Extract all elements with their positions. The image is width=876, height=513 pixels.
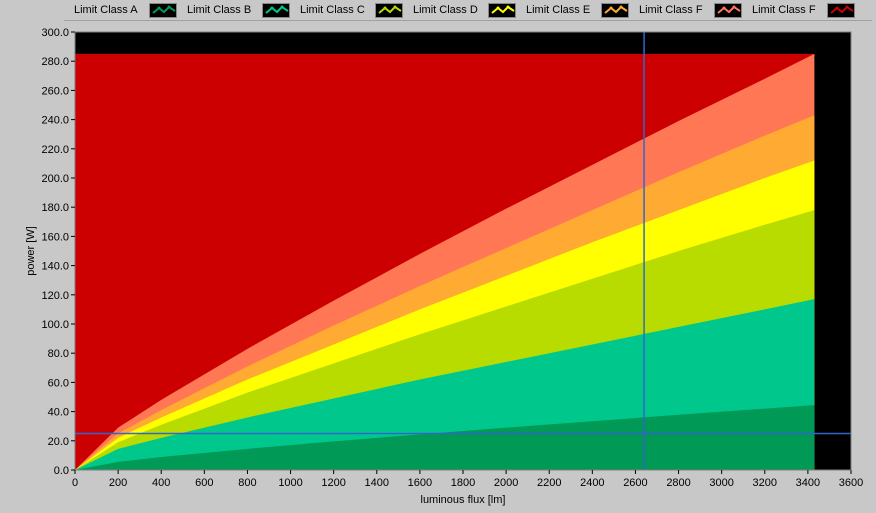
legend-swatch (148, 2, 177, 18)
legend-item: Limit Class E (516, 0, 629, 20)
legend-swatch (261, 2, 290, 18)
legend-label: Limit Class C (300, 4, 365, 16)
x-tick-label: 3200 (753, 477, 777, 489)
y-tick-label: 160.0 (41, 231, 69, 243)
y-tick-label: 60.0 (48, 377, 69, 389)
x-tick-label: 1200 (321, 477, 345, 489)
legend-label: Limit Class B (187, 4, 252, 16)
x-tick-label: 2400 (580, 477, 604, 489)
y-tick-label: 120.0 (41, 290, 69, 302)
y-tick-label: 220.0 (41, 144, 69, 156)
y-tick-label: 180.0 (41, 202, 69, 214)
legend-item: Limit Class C (290, 0, 403, 20)
y-tick-label: 100.0 (41, 319, 69, 331)
x-tick-label: 1600 (408, 477, 432, 489)
x-tick-label: 2800 (666, 477, 690, 489)
x-tick-label: 2000 (494, 477, 518, 489)
area-band-0 (75, 405, 815, 470)
x-tick-label: 400 (152, 477, 170, 489)
y-tick-label: 240.0 (41, 115, 69, 127)
legend: Limit Class A Limit Class B Limit Class C L… (64, 0, 872, 21)
legend-item: Limit Class B (177, 0, 290, 20)
legend-label: Limit Class A (74, 4, 138, 16)
legend-label: Limit Class F (752, 4, 816, 16)
legend-item: Limit Class F (629, 0, 742, 20)
x-tick-label: 3000 (709, 477, 733, 489)
x-tick-label: 800 (238, 477, 256, 489)
y-tick-label: 200.0 (41, 173, 69, 185)
x-tick-label: 3400 (796, 477, 820, 489)
legend-swatch (826, 2, 855, 18)
y-axis-title: power [W] (25, 226, 37, 276)
legend-swatch (600, 2, 629, 18)
x-tick-label: 1800 (451, 477, 475, 489)
x-tick-label: 3600 (839, 477, 863, 489)
legend-swatch (713, 2, 742, 18)
legend-swatch (374, 2, 403, 18)
legend-item: Limit Class F (742, 0, 855, 20)
y-tick-label: 280.0 (41, 56, 69, 68)
x-tick-label: 1400 (365, 477, 389, 489)
y-tick-label: 0.0 (54, 465, 69, 477)
x-tick-label: 0 (72, 477, 78, 489)
y-tick-label: 20.0 (48, 436, 69, 448)
legend-label: Limit Class D (413, 4, 478, 16)
y-tick-label: 80.0 (48, 348, 69, 360)
y-tick-label: 260.0 (41, 85, 69, 97)
y-tick-label: 140.0 (41, 261, 69, 273)
x-tick-label: 2600 (623, 477, 647, 489)
legend-item: Limit Class D (403, 0, 516, 20)
legend-label: Limit Class E (526, 4, 591, 16)
x-tick-label: 2200 (537, 477, 561, 489)
x-tick-label: 600 (195, 477, 213, 489)
legend-swatch (487, 2, 516, 18)
x-tick-label: 1000 (278, 477, 302, 489)
x-axis-title: luminous flux [lm] (421, 494, 506, 506)
y-tick-label: 40.0 (48, 407, 69, 419)
y-tick-label: 300.0 (41, 27, 69, 39)
x-tick-label: 200 (109, 477, 127, 489)
legend-label: Limit Class F (639, 4, 703, 16)
legend-item: Limit Class A (64, 0, 177, 20)
